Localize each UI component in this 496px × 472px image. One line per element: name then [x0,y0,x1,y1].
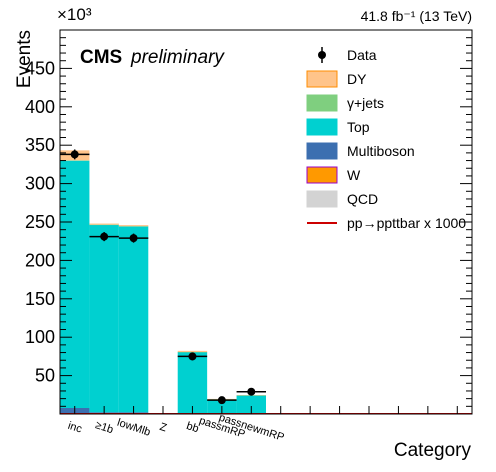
y-tick-label-100: 100 [25,327,55,347]
bar-top-2 [118,226,149,413]
bar-top-6 [236,395,266,414]
y-tick-label-300: 300 [25,174,55,194]
legend-swatch-1 [306,70,338,88]
bar-dy-1 [89,223,119,225]
status-label: preliminary [130,47,225,68]
stacked-bars [60,150,266,415]
y-tick-label-450: 450 [25,58,55,78]
bar-dy-4 [177,350,208,353]
data-point-0 [70,150,79,159]
legend-label-4: Multiboson [347,143,415,159]
legend-swatch-2 [306,94,338,112]
bar-top-0 [60,160,90,409]
data-point-2 [129,234,138,243]
legend-swatch-6 [306,190,338,208]
y-tick-label-150: 150 [25,289,55,309]
y-axis: 50 100 150 200 250 300 350 400 450 [25,37,472,407]
legend-data-marker [318,51,326,59]
legend-label-5: W [347,167,361,183]
legend-swatch-5 [306,166,338,184]
legend: Data DY γ+jets Top Multiboson W QCD pp→ppttbar … [306,47,466,231]
x-tick-label-4: bb [185,420,200,435]
legend-label-1: DY [347,71,367,87]
legend-swatch-3 [306,118,338,136]
legend-label-7: pp→ppttbar x 1000 [347,215,466,231]
bar-dy-2 [118,225,149,227]
bar-top-1 [89,224,119,413]
data-point-4 [188,352,197,361]
data-points [60,149,266,405]
y-multiplier-label: ×10³ [57,5,92,24]
legend-swatch-4 [306,142,338,160]
x-tick-label-3: Z [158,421,168,435]
x-tick-label-0: inc [66,420,84,436]
x-tick-label-1: ≥1b [94,419,115,436]
lumi-label: 41.8 fb⁻¹ (13 TeV) [361,8,472,24]
y-tick-label-400: 400 [25,97,55,117]
legend-label-6: QCD [347,191,378,207]
y-tick-label-200: 200 [25,250,55,270]
y-tick-label-250: 250 [25,212,55,232]
data-point-6 [247,387,256,396]
experiment-label: CMS [80,47,122,68]
legend-label-3: Top [347,119,370,135]
legend-label-2: γ+jets [347,95,384,111]
x-axis-title: Category [394,440,472,461]
legend-label-0: Data [347,47,377,63]
bar-top-4 [177,352,208,414]
y-axis-title: Events [14,30,35,88]
data-point-5 [217,396,226,405]
y-tick-label-350: 350 [25,135,55,155]
y-tick-label-50: 50 [35,366,55,386]
data-point-1 [100,232,109,241]
